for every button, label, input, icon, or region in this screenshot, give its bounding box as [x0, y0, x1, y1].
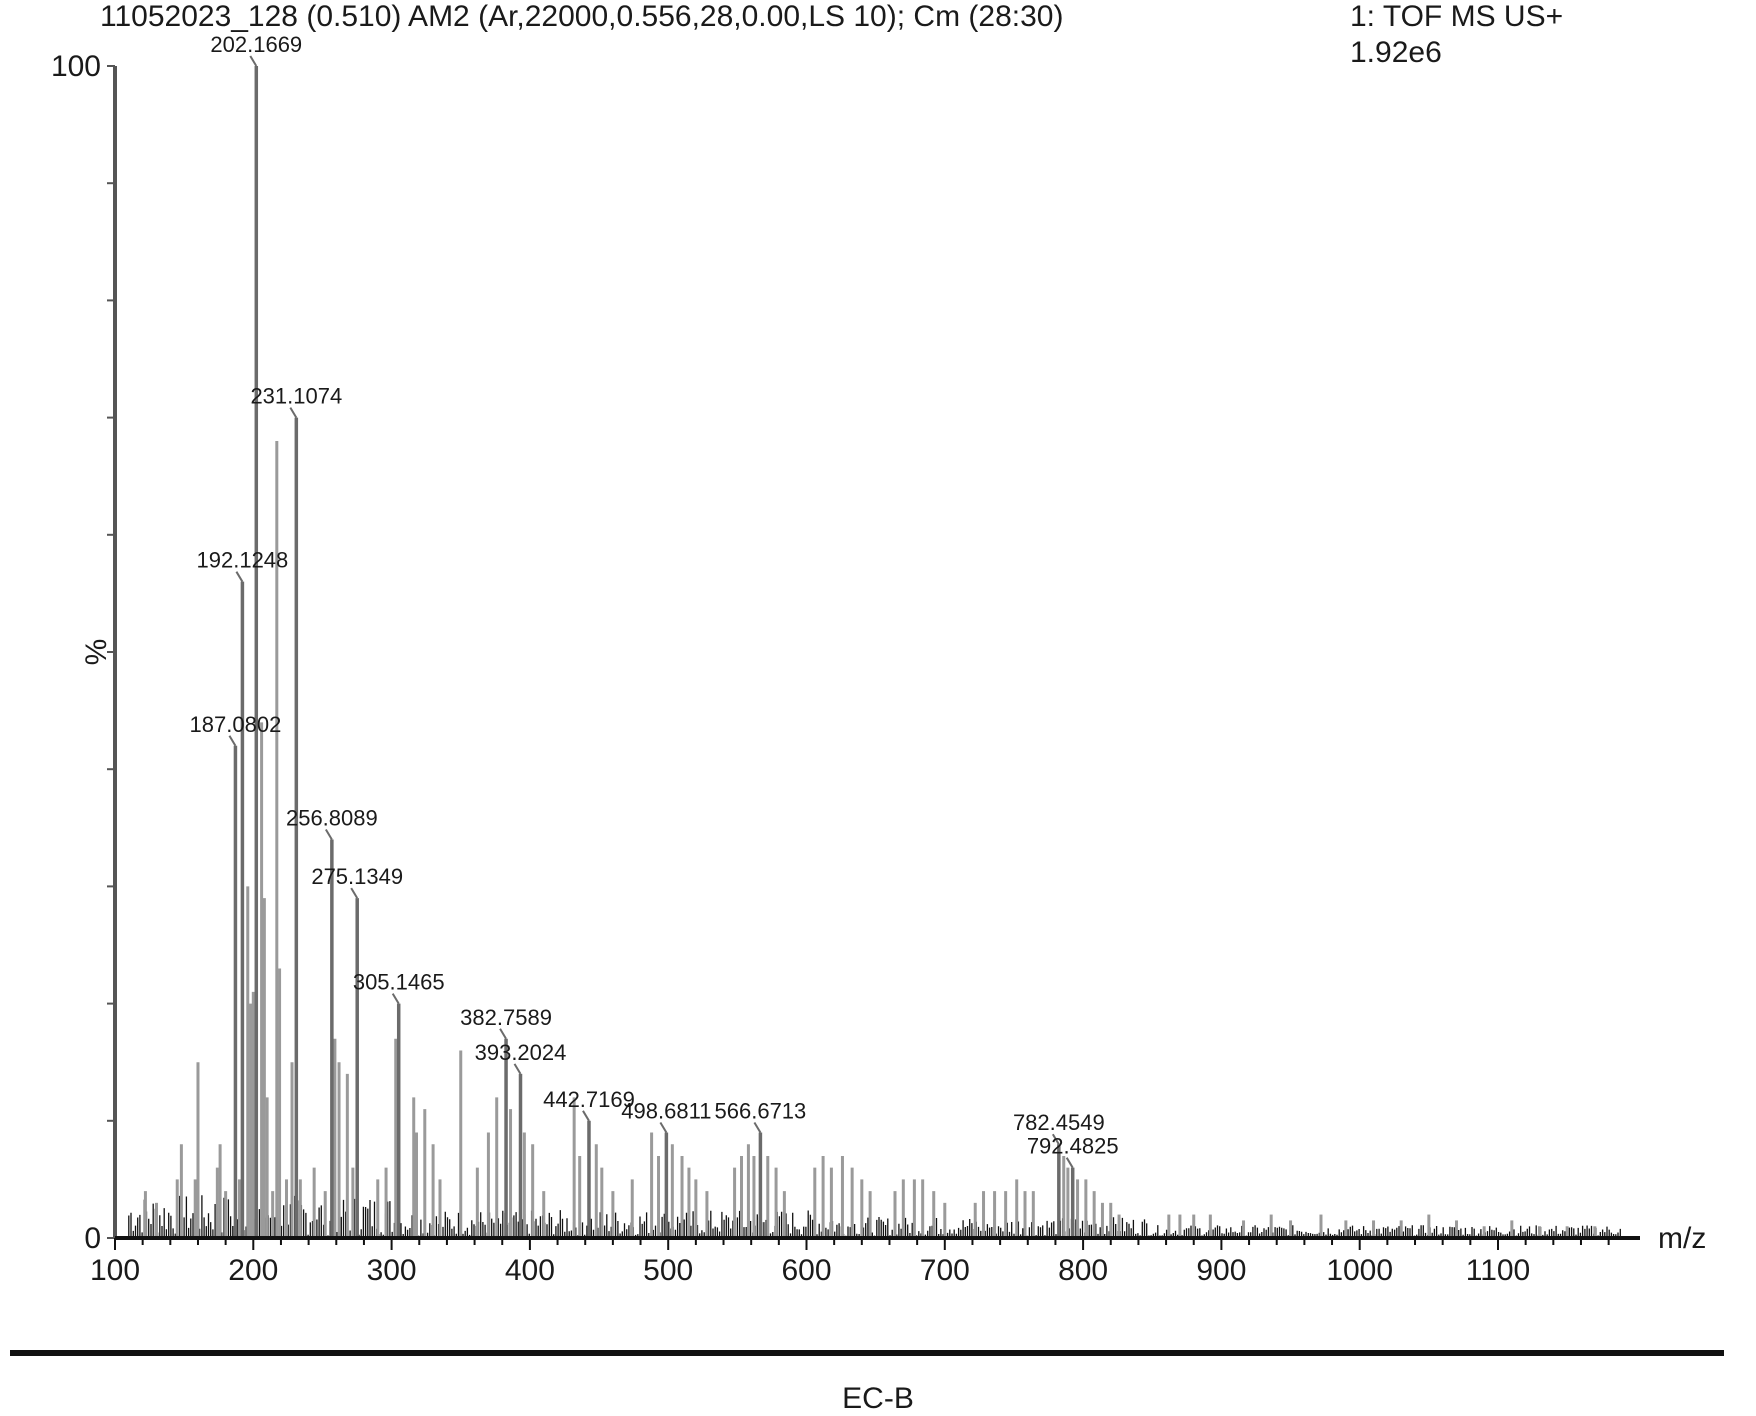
peak-label-leader [249, 55, 258, 67]
x-tick-label: 700 [920, 1254, 970, 1287]
spectrum-header-title: 11052023_128 (0.510) AM2 (Ar,22000,0.556… [100, 0, 1064, 33]
peak-label-leader [659, 1122, 668, 1134]
peak-label-leader [289, 407, 298, 419]
peak-label: 498.6811 [621, 1099, 711, 1124]
peak-label: 256.8089 [286, 806, 378, 831]
peak-label-leader [513, 1063, 522, 1075]
x-tick-label: 100 [90, 1254, 140, 1287]
peak-label-leader [325, 829, 333, 841]
peak-label-leader [1051, 1133, 1060, 1145]
peak-label: 792.4825 [1027, 1134, 1119, 1159]
x-tick-label: 900 [1196, 1254, 1246, 1287]
x-tick-label: 1000 [1326, 1254, 1393, 1287]
peak-label-leader [391, 993, 400, 1005]
peak-label: 782.4549 [1013, 1110, 1105, 1135]
x-axis-title: m/z [1658, 1222, 1706, 1255]
y-tick-label: 0 [84, 1222, 101, 1255]
y-axis-title: % [80, 639, 113, 666]
peak-label: 566.6713 [715, 1099, 807, 1124]
x-tick-label: 500 [643, 1254, 693, 1287]
peak-label-leader [499, 1028, 507, 1040]
peak-label-leader [235, 571, 244, 583]
x-tick-label: 200 [228, 1254, 278, 1287]
x-tick-label: 800 [1058, 1254, 1108, 1287]
peak-label-leader [350, 887, 359, 899]
peak-label: 202.1669 [210, 32, 302, 57]
sample-label: EC-B [842, 1382, 914, 1415]
peak-label: 393.2024 [475, 1040, 567, 1065]
base-peak-intensity: 1.92e6 [1350, 36, 1442, 69]
x-tick-label: 1100 [1466, 1254, 1531, 1287]
peak-label-leader [753, 1122, 762, 1134]
separator-rule [10, 1350, 1724, 1356]
peak-label-leader [582, 1110, 590, 1122]
axes: 1000%100 200 300 400 500 600 700 800 900 1000 1100… [51, 50, 1706, 1287]
peak-label: 187.0802 [190, 712, 282, 737]
peak-label: 192.1248 [197, 548, 289, 573]
x-tick-label: 300 [367, 1254, 417, 1287]
peak-bars [143, 66, 1597, 1238]
x-tick-label: 400 [505, 1254, 555, 1287]
peak-label: 382.7589 [460, 1005, 552, 1030]
scan-function-label: 1: TOF MS US+ [1350, 0, 1564, 33]
peak-label: 275.1349 [311, 864, 403, 889]
peak-label: 305.1465 [353, 970, 445, 995]
peak-label-leader [1065, 1157, 1074, 1169]
peak-label-leader [228, 735, 237, 747]
peak-labels: 187.0802 192.1248 202.1669 231.1074 256.8089… [190, 32, 1119, 1169]
x-tick-label: 600 [781, 1254, 831, 1287]
peak-label: 442.7169 [543, 1087, 635, 1112]
peak-label: 231.1074 [250, 384, 342, 409]
y-tick-label: 100 [51, 50, 101, 83]
